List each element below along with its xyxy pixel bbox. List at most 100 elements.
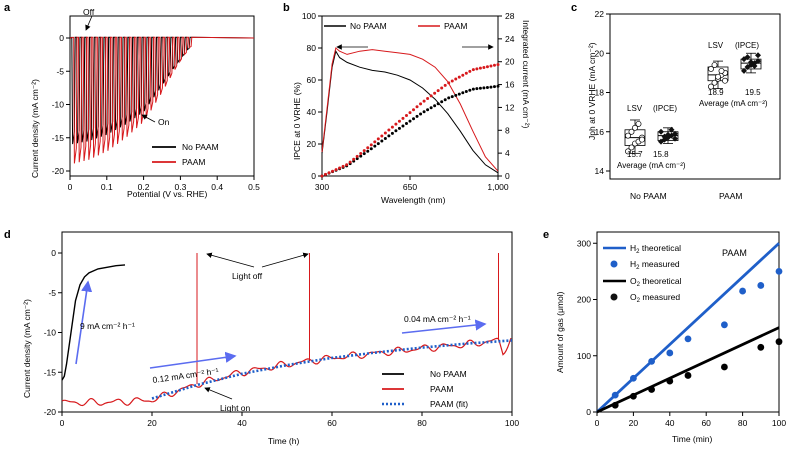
series-dot bbox=[408, 111, 412, 115]
data-series bbox=[69, 36, 255, 164]
series-dot bbox=[433, 91, 437, 95]
y-tick-label: 20 bbox=[595, 48, 605, 58]
measured-point bbox=[775, 267, 783, 275]
series-dot bbox=[464, 71, 468, 75]
panel-b: b 0 20 40 60 80 100 0 4 8 12 16 20 24 28 300 650 1,000… bbox=[283, 2, 531, 205]
series-dot bbox=[397, 119, 401, 123]
series-dot bbox=[383, 131, 387, 135]
series-line-paam-fit bbox=[151, 339, 513, 400]
data-point bbox=[715, 73, 721, 80]
plot-frame bbox=[596, 231, 780, 413]
light-off-annotation: Light off bbox=[232, 271, 263, 281]
legend-label-o2-measured: O2 measured bbox=[630, 292, 680, 304]
series-dot bbox=[429, 94, 433, 98]
legend-label-paam-fit: PAAM (fit) bbox=[430, 399, 468, 409]
avg-value: 15.7 bbox=[627, 150, 643, 159]
series-dot bbox=[380, 134, 384, 138]
off-annotation: Off bbox=[83, 7, 95, 17]
series-dot bbox=[352, 157, 356, 161]
measured-point bbox=[721, 321, 728, 329]
y-tick-label: -20 bbox=[44, 407, 57, 417]
series-dot bbox=[362, 149, 366, 153]
data-point bbox=[635, 120, 642, 127]
y-tick-label: -10 bbox=[52, 100, 65, 110]
off-arrow bbox=[85, 15, 93, 31]
series-line-paam bbox=[61, 337, 512, 407]
plot-frame bbox=[321, 15, 499, 177]
series-dot bbox=[345, 163, 349, 167]
data-point bbox=[744, 54, 751, 61]
series-dot bbox=[496, 63, 500, 67]
series-dot bbox=[334, 168, 338, 172]
series-dot bbox=[457, 92, 461, 96]
data-point bbox=[755, 52, 761, 59]
series-dot bbox=[359, 154, 363, 158]
y-tick-label: -5 bbox=[48, 288, 56, 298]
y-tick-label: 40 bbox=[307, 107, 317, 117]
series-line bbox=[321, 47, 499, 172]
data-series bbox=[596, 242, 783, 414]
legend: H2 theoretical H2 measured O2 theoretica… bbox=[603, 243, 682, 304]
box-label: LSV bbox=[627, 104, 643, 113]
x-tick-label: 0 bbox=[60, 418, 65, 428]
y-axis-label: Amount of gas (μmol) bbox=[555, 291, 565, 373]
y-tick-label: -20 bbox=[52, 166, 65, 176]
box-label: (IPCE) bbox=[735, 41, 759, 50]
panel-letter: b bbox=[283, 2, 290, 14]
measured-point bbox=[630, 392, 637, 400]
series-dot bbox=[447, 81, 451, 85]
x-tick-label: 100 bbox=[505, 418, 519, 428]
y-tick-label: -10 bbox=[44, 328, 57, 338]
panel-letter: a bbox=[4, 2, 11, 14]
avg-caption: Average (mA cm⁻²) bbox=[699, 99, 768, 108]
measured-point bbox=[666, 377, 674, 385]
series-dot bbox=[478, 86, 482, 90]
x-tick-label: 0.3 bbox=[174, 182, 186, 192]
series-dot bbox=[390, 125, 394, 129]
series-dot bbox=[475, 67, 479, 71]
data-point bbox=[672, 130, 678, 137]
x-tick-label: 20 bbox=[147, 418, 157, 428]
series-dot bbox=[376, 137, 380, 141]
y-ticks: 0 -5 -10 -15 -20 bbox=[52, 33, 70, 176]
x-tick-label: 1,000 bbox=[487, 182, 509, 192]
x-tick-label: 40 bbox=[665, 418, 675, 428]
light-on-arrow bbox=[204, 387, 233, 400]
series-dot bbox=[489, 85, 493, 89]
plot-frame bbox=[69, 15, 255, 177]
x-tick-label: 80 bbox=[738, 418, 748, 428]
panel-title: PAAM bbox=[722, 248, 747, 258]
series-dot bbox=[366, 146, 370, 150]
x-axis-label: Wavelength (nm) bbox=[381, 195, 446, 205]
light-off-arrow-right bbox=[261, 252, 309, 268]
series-dot bbox=[433, 104, 437, 108]
series-dot bbox=[422, 110, 426, 114]
x-tick-label: 0.5 bbox=[248, 182, 260, 192]
x-axis-label: Time (h) bbox=[268, 436, 299, 446]
legend-label-paam: PAAM bbox=[444, 21, 467, 31]
x-axis-label: Potential (V vs. RHE) bbox=[127, 189, 207, 199]
rate-annotation: 9 mA cm⁻² h⁻¹ bbox=[80, 321, 135, 331]
panel-letter: c bbox=[571, 2, 577, 14]
series-dot bbox=[383, 136, 387, 140]
series-dot bbox=[489, 64, 493, 68]
series-dot bbox=[401, 124, 405, 128]
y2-axis-label: Integrated current (mA cm⁻²) bbox=[521, 20, 531, 129]
x-tick-label: 20 bbox=[629, 418, 639, 428]
series-dot bbox=[443, 83, 447, 87]
x-tick-label: 60 bbox=[327, 418, 337, 428]
measured-point bbox=[757, 343, 765, 351]
panel-d: d 0 -5 -10 -15 -20 0 20 40 60 80 100 Time (h) Cur… bbox=[4, 229, 519, 446]
legend: No PAAM PAAM PAAM (fit) bbox=[382, 369, 468, 409]
y-tick-label: 22 bbox=[595, 9, 605, 19]
series-line bbox=[321, 49, 499, 174]
y-tick-label: 24 bbox=[505, 34, 515, 44]
series-dot bbox=[419, 102, 423, 106]
x-tick-label: 100 bbox=[772, 418, 786, 428]
series-dot bbox=[464, 90, 468, 94]
series-dot bbox=[369, 147, 373, 151]
series-dot bbox=[457, 75, 461, 79]
series-dot bbox=[387, 134, 391, 138]
box-label: (IPCE) bbox=[653, 104, 677, 113]
